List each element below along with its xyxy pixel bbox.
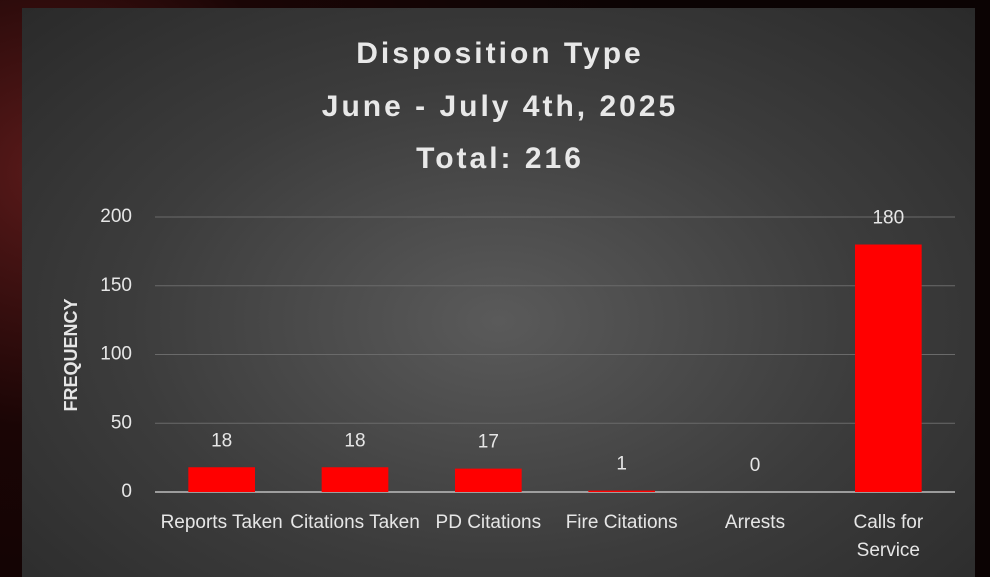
value-label: 1 [616, 454, 627, 475]
bar [588, 490, 655, 492]
chart-title: Disposition Type [356, 37, 643, 70]
bar [455, 468, 522, 492]
chart-subtitle: June - July 4th, 2025 [322, 90, 678, 123]
bar [321, 467, 389, 492]
x-tick-label: Calls for Service [853, 512, 924, 561]
y-tick-label: 0 [121, 481, 132, 502]
bar [188, 467, 255, 492]
bar [855, 244, 922, 492]
y-axis-label: FREQUENCY [61, 298, 81, 411]
x-tick-label: PD Citations [435, 512, 542, 533]
y-tick-label: 50 [111, 412, 132, 433]
chart-total: Total: 216 [416, 142, 584, 175]
x-tick-label: Citations Taken [290, 512, 420, 533]
y-tick-label: 150 [100, 275, 132, 296]
value-label: 17 [478, 432, 499, 453]
value-label: 180 [872, 208, 904, 229]
value-label: 18 [211, 430, 232, 451]
value-label: 0 [750, 455, 761, 476]
x-tick-label: Reports Taken [160, 512, 283, 533]
y-tick-label: 100 [100, 344, 132, 365]
x-tick-label: Fire Citations [565, 512, 678, 533]
value-label: 18 [344, 430, 365, 451]
y-tick-label: 200 [100, 206, 132, 227]
x-tick-label: Arrests [724, 512, 786, 533]
